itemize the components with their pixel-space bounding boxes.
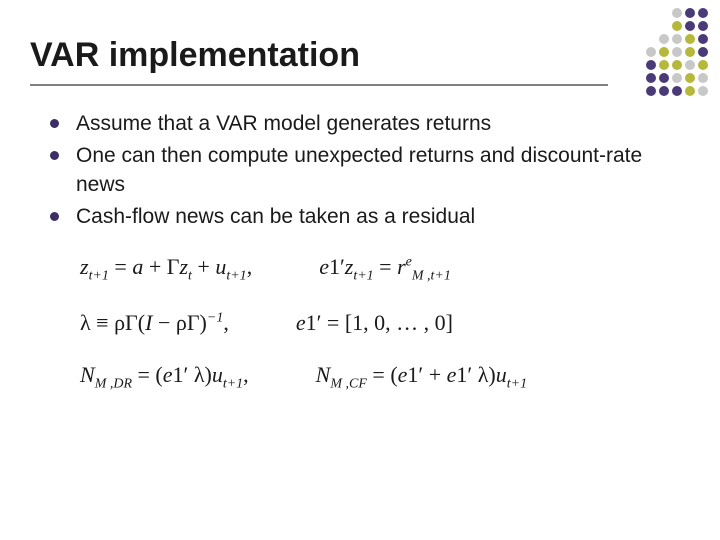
equation-row-1: zt+1 = a + Γzt + ut+1, e1′zt+1 = reM ,t+… (80, 254, 640, 284)
deco-dot (646, 73, 656, 83)
deco-dot (646, 8, 656, 18)
deco-dot (659, 8, 669, 18)
deco-dot (659, 86, 669, 96)
page-title: VAR implementation (30, 36, 360, 75)
bullet-item: One can then compute unexpected returns … (50, 142, 650, 199)
deco-dot (698, 47, 708, 57)
deco-dot (685, 47, 695, 57)
deco-dot (659, 73, 669, 83)
deco-dot (659, 60, 669, 70)
equation-row-3: NM ,DR = (e1′ λ)ut+1, NM ,CF = (e1′ + e1… (80, 362, 640, 392)
deco-dot (646, 86, 656, 96)
deco-dot (646, 47, 656, 57)
deco-dot (672, 47, 682, 57)
corner-dot-decoration (646, 8, 708, 96)
equations-block: zt+1 = a + Γzt + ut+1, e1′zt+1 = reM ,t+… (80, 254, 640, 419)
deco-dot (672, 34, 682, 44)
deco-dot (698, 60, 708, 70)
deco-dot (685, 8, 695, 18)
equation-row-2: λ ≡ ρΓ(I − ρΓ)−1, e1′ = [1, 0, … , 0] (80, 310, 640, 336)
deco-dot (646, 34, 656, 44)
deco-dot (646, 21, 656, 31)
title-underline (30, 84, 608, 86)
deco-dot (672, 60, 682, 70)
deco-dot (698, 8, 708, 18)
deco-dot (659, 47, 669, 57)
deco-dot (659, 21, 669, 31)
deco-dot (659, 34, 669, 44)
bullet-item: Assume that a VAR model generates return… (50, 110, 650, 138)
bullet-list: Assume that a VAR model generates return… (50, 110, 650, 235)
deco-dot (698, 73, 708, 83)
deco-dot (685, 60, 695, 70)
deco-dot (672, 73, 682, 83)
deco-dot (685, 34, 695, 44)
deco-dot (685, 73, 695, 83)
deco-dot (685, 21, 695, 31)
bullet-item: Cash-flow news can be taken as a residua… (50, 203, 650, 231)
deco-dot (646, 60, 656, 70)
deco-dot (698, 34, 708, 44)
deco-dot (672, 86, 682, 96)
deco-dot (685, 86, 695, 96)
deco-dot (672, 8, 682, 18)
deco-dot (672, 21, 682, 31)
deco-dot (698, 86, 708, 96)
deco-dot (698, 21, 708, 31)
